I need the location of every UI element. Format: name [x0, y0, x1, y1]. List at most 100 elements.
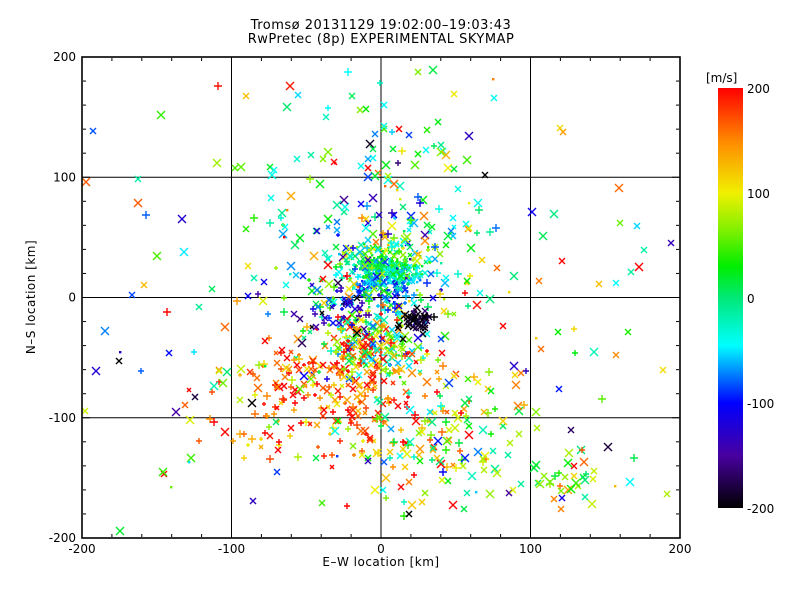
scatter-point [348, 298, 354, 304]
scatter-point [307, 421, 313, 427]
scatter-point [371, 379, 377, 385]
scatter-point [340, 315, 346, 321]
scatter-point [464, 131, 474, 141]
scatter-point [451, 224, 457, 230]
scatter-point [278, 366, 284, 372]
scatter-point [339, 383, 345, 389]
scatter-point [397, 286, 400, 289]
scatter-point [405, 362, 413, 370]
scatter-point [216, 379, 222, 385]
scatter-point [331, 382, 337, 388]
scatter-point [352, 266, 358, 272]
scatter-point [511, 371, 519, 379]
scatter-point [337, 325, 345, 333]
scatter-point [399, 345, 407, 353]
scatter-point [418, 297, 424, 303]
scatter-point [347, 277, 353, 283]
scatter-point [360, 256, 366, 262]
scatter-point [433, 269, 441, 277]
scatter-point [287, 424, 295, 432]
scatter-point [377, 80, 383, 86]
scatter-point [319, 275, 327, 283]
scatter-point [397, 344, 405, 352]
scatter-point [152, 251, 162, 261]
scatter-point [398, 427, 404, 433]
scatter-point [356, 246, 359, 249]
scatter-point [332, 337, 342, 347]
scatter-point [344, 356, 354, 366]
scatter-point [612, 351, 620, 359]
scatter-point [321, 341, 327, 347]
scatter-point [470, 373, 478, 381]
x-tick-label: -100 [218, 542, 245, 556]
scatter-point [579, 447, 585, 453]
scatter-point [367, 331, 375, 339]
scatter-point [598, 395, 606, 403]
scatter-point [317, 370, 321, 374]
scatter-point [276, 439, 282, 445]
scatter-point [421, 489, 429, 497]
scatter-point [450, 462, 456, 468]
scatter-point [614, 183, 624, 193]
scatter-point [294, 388, 302, 396]
scatter-point [486, 228, 494, 236]
scatter-point [396, 271, 406, 281]
scatter-point [451, 409, 459, 417]
scatter-point [363, 172, 373, 182]
scatter-point [402, 388, 410, 396]
scatter-point [283, 236, 286, 239]
scatter-point [248, 435, 256, 443]
scatter-point [333, 400, 341, 408]
scatter-point [388, 300, 391, 303]
scatter-point [188, 461, 191, 464]
scatter-point [468, 202, 471, 205]
scatter-point [412, 324, 420, 332]
scatter-point [356, 106, 364, 114]
scatter-point [511, 380, 521, 390]
scatter-point [392, 308, 400, 316]
scatter-point [394, 267, 397, 270]
scatter-point [380, 101, 388, 109]
scatter-point [406, 282, 410, 286]
scatter-point [464, 430, 474, 440]
scatter-point [316, 288, 324, 296]
scatter-point [616, 219, 624, 227]
scatter-point [322, 113, 330, 121]
scatter-point [356, 273, 362, 279]
scatter-point [336, 233, 340, 237]
scatter-point [345, 285, 353, 293]
scatter-point [499, 322, 507, 330]
scatter-point [215, 366, 223, 374]
scatter-point [559, 128, 567, 136]
scatter-point [344, 68, 352, 76]
scatter-point [330, 298, 338, 306]
scatter-point [531, 407, 541, 417]
scatter-point [250, 371, 256, 377]
scatter-point [185, 415, 195, 425]
scatter-point [391, 397, 397, 403]
scatter-point [333, 218, 341, 226]
scatter-point [489, 447, 497, 455]
scatter-point [364, 279, 372, 287]
scatter-point [288, 376, 296, 384]
scatter-point [289, 391, 297, 399]
scatter-point [403, 230, 406, 233]
scatter-point [255, 361, 263, 369]
scatter-point [341, 366, 347, 372]
scatter-point [427, 437, 433, 443]
scatter-point [356, 381, 364, 389]
scatter-point [428, 65, 438, 75]
scatter-point [320, 406, 328, 414]
scatter-point [419, 211, 429, 221]
scatter-point [412, 277, 416, 281]
scatter-point [376, 304, 380, 308]
scatter-point [359, 448, 365, 454]
scatter-point [356, 389, 366, 399]
scatter-point [444, 409, 450, 415]
scatter-point [165, 349, 173, 357]
scatter-point [390, 211, 398, 219]
scatter-point [640, 246, 648, 254]
scatter-point [220, 322, 230, 332]
scatter-point [343, 272, 351, 280]
scatter-point [493, 264, 501, 272]
